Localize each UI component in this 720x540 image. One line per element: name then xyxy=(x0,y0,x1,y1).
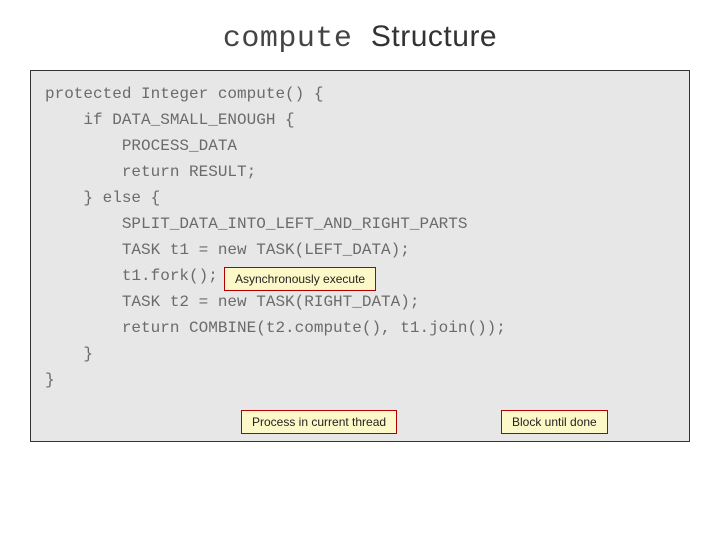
callout-process: Process in current thread xyxy=(241,410,397,434)
code-block: protected Integer compute() { if DATA_SM… xyxy=(45,81,675,393)
callout-block: Block until done xyxy=(501,410,608,434)
title-sans: Structure xyxy=(371,20,497,53)
code-box: protected Integer compute() { if DATA_SM… xyxy=(30,70,690,442)
slide-title: compute Structure xyxy=(30,20,690,56)
slide: compute Structure protected Integer comp… xyxy=(0,0,720,540)
title-mono: compute xyxy=(223,22,353,56)
callout-async: Asynchronously execute xyxy=(224,267,376,291)
